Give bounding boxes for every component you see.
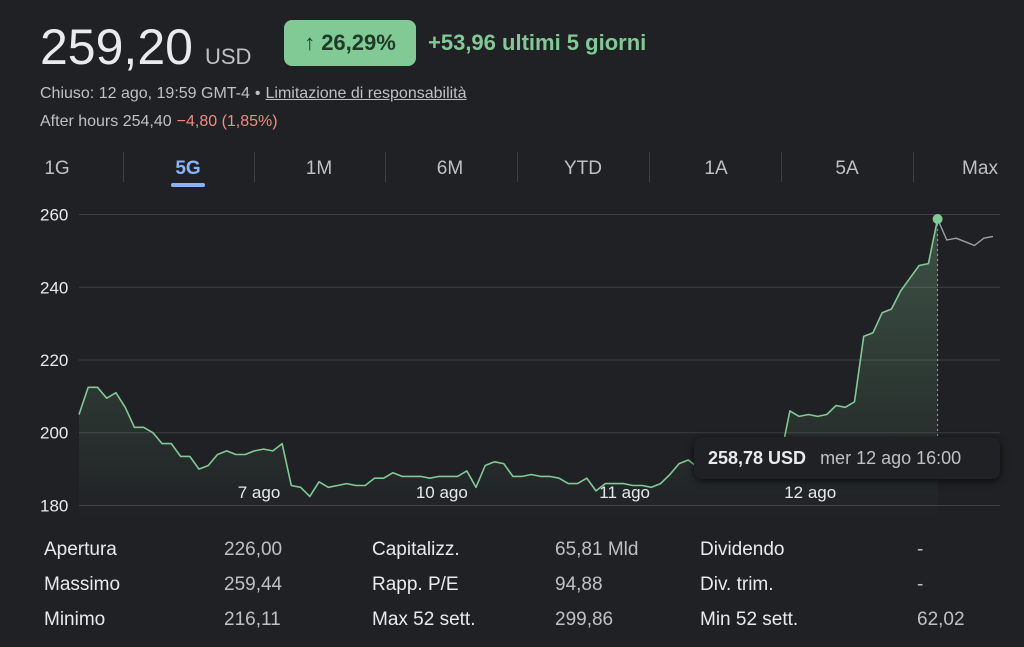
tab-1g[interactable]: 1G — [44, 158, 70, 179]
stat-value-high: 259,44 — [224, 574, 283, 595]
stat-label-dividend: Dividendo — [700, 539, 785, 560]
stat-value-52w-high: 299,86 — [555, 609, 614, 630]
tab-divider — [385, 152, 386, 182]
price-header: 259,20 USD — [40, 18, 251, 78]
tooltip-datetime: mer 12 ago 16:00 — [820, 447, 962, 468]
tab-1a[interactable]: 1A — [704, 158, 728, 179]
after-hours-line-series — [936, 218, 994, 247]
chart-tooltip: 258,78 USD mer 12 ago 16:00 — [694, 437, 1000, 479]
arrow-up-icon: ↑ — [304, 30, 316, 55]
stat-label-market-cap: Capitalizz. — [372, 539, 460, 560]
currency-label: USD — [204, 44, 252, 69]
after-hours: After hours 254,40 −4,80 (1,85%) — [40, 113, 278, 131]
tab-divider — [913, 152, 914, 182]
stat-value-quarterly-div: - — [917, 574, 924, 595]
tab-divider — [254, 152, 255, 182]
stat-label-low: Minimo — [44, 609, 106, 630]
tab-6m[interactable]: 6M — [436, 158, 464, 179]
stat-value-open: 226,00 — [224, 539, 283, 560]
period-change: +53,96 ultimi 5 giorni — [428, 30, 647, 55]
key-stats: Apertura 226,00 Massimo 259,44 Minimo 21… — [0, 530, 1024, 647]
stat-label-pe-ratio: Rapp. P/E — [372, 574, 459, 595]
stat-value-dividend: - — [917, 539, 924, 560]
tab-divider — [649, 152, 650, 182]
stat-value-pe-ratio: 94,88 — [555, 574, 603, 595]
tab-5g[interactable]: 5G — [175, 158, 201, 179]
stat-value-low: 216,11 — [224, 609, 281, 630]
y-tick-label: 240 — [40, 278, 68, 297]
current-price: 259,20 — [40, 19, 193, 75]
after-hours-price: After hours 254,40 — [40, 113, 172, 130]
tab-divider — [517, 152, 518, 182]
y-tick-label: 220 — [40, 351, 68, 370]
tab-5a[interactable]: 5A — [835, 158, 859, 179]
closed-time: Chiuso: 12 ago, 19:59 GMT-4 — [40, 85, 250, 102]
tab-max[interactable]: Max — [962, 158, 998, 179]
active-tab-indicator — [171, 183, 205, 187]
y-tick-label: 180 — [40, 496, 68, 515]
separator-dot: • — [254, 85, 261, 102]
stat-value-52w-low: 62,02 — [917, 609, 965, 630]
tab-1m[interactable]: 1M — [305, 158, 333, 179]
y-tick-label: 200 — [40, 424, 68, 443]
after-hours-change: −4,80 (1,85%) — [176, 113, 278, 130]
percent-change-value: 26,29% — [321, 30, 396, 55]
stat-label-quarterly-div: Div. trim. — [700, 574, 774, 595]
stat-label-open: Apertura — [44, 539, 117, 560]
stat-label-52w-low: Min 52 sett. — [700, 609, 799, 630]
tooltip-price: 258,78 USD — [708, 447, 807, 468]
tab-divider — [781, 152, 782, 182]
range-tabs: 1G 5G 1M 6M YTD 1A 5A Max — [0, 150, 1024, 190]
y-tick-label: 260 — [40, 206, 68, 225]
stat-value-market-cap: 65,81 Mld — [555, 539, 639, 560]
hover-point — [932, 213, 943, 224]
disclaimer-link[interactable]: Limitazione di responsabilità — [265, 85, 467, 102]
stat-label-52w-high: Max 52 sett. — [372, 609, 476, 630]
tab-divider — [123, 152, 124, 182]
percent-change-badge: ↑ 26,29% — [284, 20, 416, 66]
stat-label-high: Massimo — [44, 574, 121, 595]
tab-ytd[interactable]: YTD — [564, 158, 602, 179]
price-line-series — [78, 218, 939, 498]
price-area-fill — [79, 219, 938, 520]
market-status: Chiuso: 12 ago, 19:59 GMT-4 • Limitazione … — [40, 85, 467, 103]
